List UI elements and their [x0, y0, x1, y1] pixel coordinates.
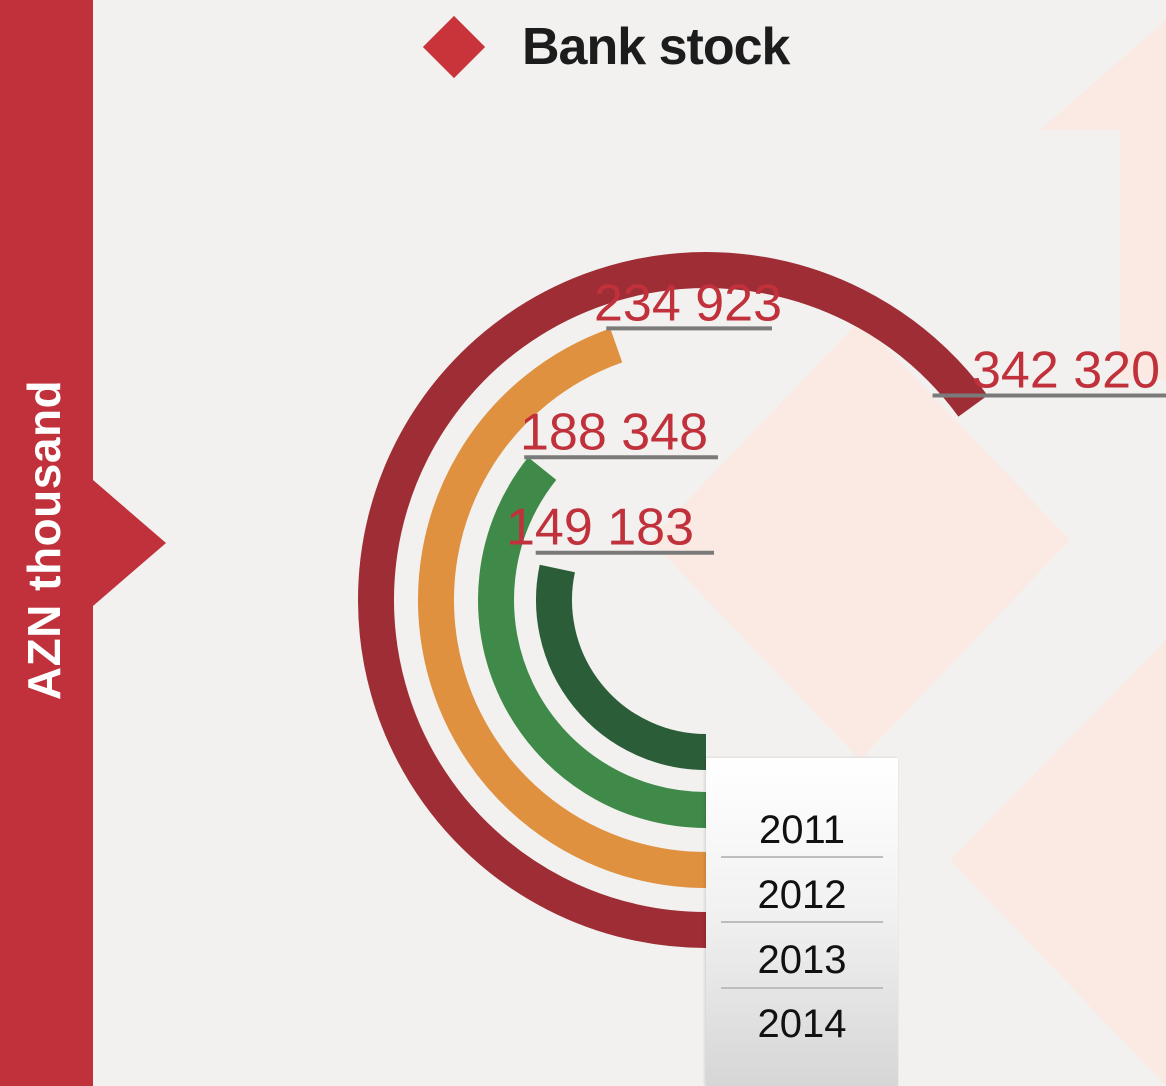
year-divider [721, 921, 883, 923]
year-divider [721, 987, 883, 989]
value-label-2013: 234 923 [594, 274, 782, 332]
leader-lines [524, 326, 1166, 555]
background-arrow [950, 640, 1166, 1086]
bar-arc-2012 [478, 457, 707, 828]
value-labels: 149 183 188 348 234 923 342 320 [506, 274, 1160, 556]
year-divider [721, 856, 883, 858]
year-label-2012: 2012 [757, 873, 847, 917]
value-label-2014: 342 320 [972, 341, 1160, 399]
year-panel: 2011 2012 2013 2014 [706, 758, 898, 1086]
year-label-2014: 2014 [757, 1002, 847, 1046]
chart-title-block: Bank stock [420, 12, 790, 82]
axis-band-pointer [93, 480, 166, 606]
value-label-2012: 188 348 [520, 403, 708, 461]
year-label-2011: 2011 [758, 808, 845, 852]
year-label-2013: 2013 [757, 938, 847, 982]
axis-band [0, 0, 93, 1086]
background-arrows [650, 20, 1166, 1086]
bar-arc-2013 [418, 328, 707, 888]
diamond-icon [422, 15, 486, 79]
chart-bars [358, 252, 988, 948]
value-label-2011: 149 183 [506, 499, 694, 557]
chart-title: Bank stock [522, 18, 790, 76]
axis-label: AZN thousand [18, 379, 70, 701]
bar-arc-2011 [536, 564, 707, 770]
bar-arc-2014 [358, 252, 988, 948]
background-arrow [1040, 20, 1166, 380]
background-arrow [650, 320, 1070, 760]
